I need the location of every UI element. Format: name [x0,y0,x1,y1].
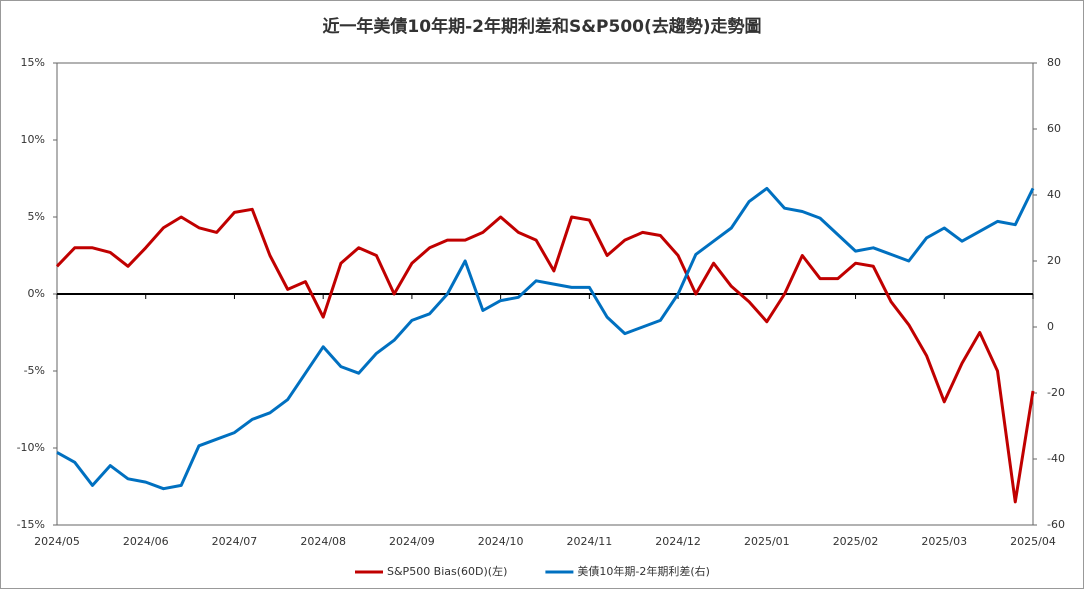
x-tick-label: 2024/10 [478,535,524,548]
y-tick-label: -5% [24,364,45,377]
y2-tick-label: -40 [1047,452,1065,465]
y2-tick-label: 0 [1047,320,1054,333]
x-tick-label: 2025/02 [833,535,879,548]
y2-tick-label: 60 [1047,122,1061,135]
x-tick-label: 2024/06 [123,535,169,548]
legend-label: S&P500 Bias(60D)(左) [387,565,507,578]
x-tick-label: 2025/01 [744,535,790,548]
series-line [55,207,1035,504]
y2-tick-label: 40 [1047,188,1061,201]
y-tick-label: 15% [21,56,45,69]
x-tick-label: 2025/04 [1010,535,1056,548]
y2-tick-label: 80 [1047,56,1061,69]
x-tick-label: 2024/05 [34,535,80,548]
x-tick-label: 2024/12 [655,535,701,548]
y2-tick-label: 20 [1047,254,1061,267]
x-tick-label: 2024/07 [212,535,258,548]
y-tick-label: 0% [28,287,45,300]
x-tick-label: 2024/11 [567,535,613,548]
x-tick-label: 2025/03 [921,535,967,548]
y-tick-label: -10% [17,441,45,454]
chart-title: 近一年美債10年期-2年期利差和S&P500(去趨勢)走勢圖 [322,16,761,37]
y-tick-label: 10% [21,133,45,146]
y-tick-label: -15% [17,518,45,531]
x-tick-label: 2024/09 [389,535,435,548]
y-tick-label: 5% [28,210,45,223]
series-line [56,186,1035,491]
y2-tick-label: -60 [1047,518,1065,531]
y2-tick-label: -20 [1047,386,1065,399]
x-tick-label: 2024/08 [300,535,346,548]
legend-label: 美債10年期-2年期利差(右) [577,564,710,578]
